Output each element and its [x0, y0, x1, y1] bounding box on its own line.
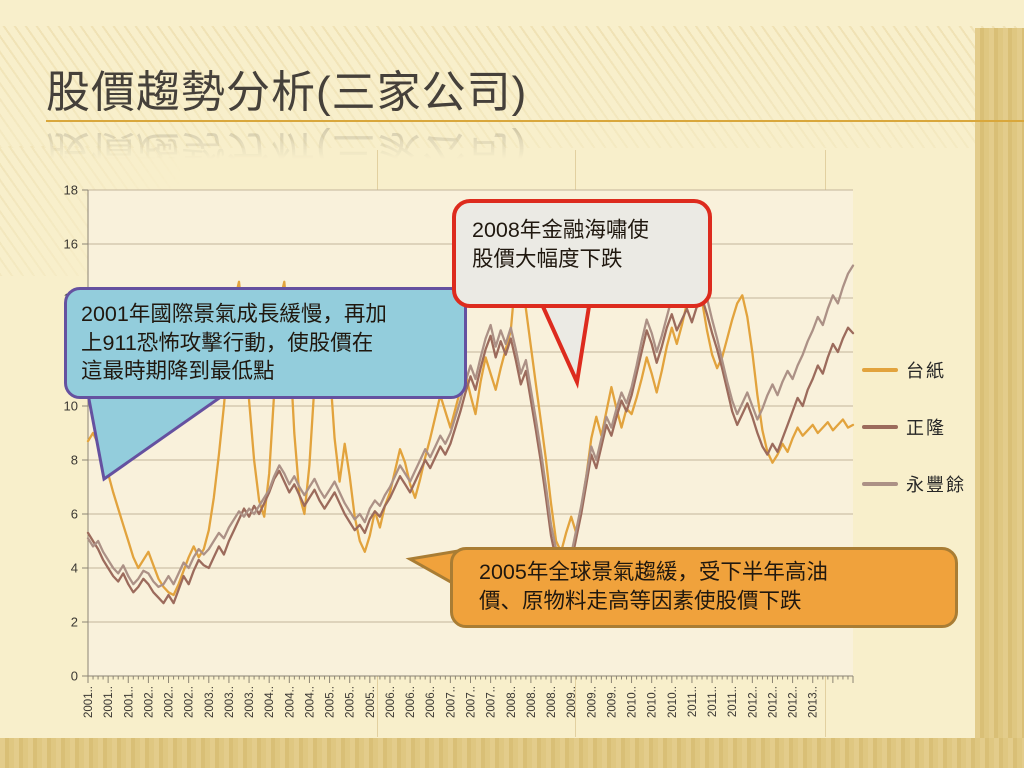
x-tick-label: 2012.. [747, 686, 759, 718]
legend-line-swatch [862, 368, 898, 372]
x-tick-label: 2007.. [486, 686, 498, 718]
series-line-台紙 [86, 261, 855, 597]
title-underline [46, 120, 1024, 122]
x-tick-label: 2001.. [103, 686, 115, 718]
x-tick-label: 2011.. [727, 686, 739, 717]
x-tick-label: 2001.. [123, 686, 135, 718]
legend-line-swatch [862, 425, 898, 429]
x-tick-label: 2010.. [667, 686, 679, 718]
y-tick-label: 6 [71, 507, 78, 522]
x-tick-label: 2011.. [687, 686, 699, 717]
x-tick-label: 2004.. [304, 686, 316, 718]
x-tick-label: 2008.. [506, 686, 518, 718]
x-tick-label: 2005.. [365, 686, 377, 718]
page-title: 股價趨勢分析(三家公司) [46, 68, 528, 117]
x-tick-label: 2002.. [143, 686, 155, 718]
chart-legend: 台紙 正隆 永豐餘 [862, 357, 966, 528]
x-tick-label: 2006.. [405, 686, 417, 718]
legend-label: 台紙 [906, 361, 946, 381]
x-tick-label: 2003.. [224, 686, 236, 718]
x-tick-label: 2013.. [808, 686, 820, 718]
y-tick-label: 0 [71, 669, 78, 684]
callout-2005: 2005年全球景氣趨緩，受下半年高油 價、原物料走高等因素使股價下跌 [450, 547, 958, 628]
x-tick-label: 2003.. [204, 686, 216, 718]
y-tick-label: 8 [71, 453, 78, 468]
x-tick-label: 2007.. [445, 686, 457, 718]
x-tick-label: 2007.. [466, 686, 478, 718]
legend-item: 台紙 [862, 357, 966, 383]
callout-2008-tail [536, 298, 593, 389]
diagonal-stripe-texture [0, 26, 1024, 148]
y-tick-label: 10 [64, 399, 78, 414]
y-tick-label: 18 [64, 183, 78, 198]
x-tick-label: 2009.. [586, 686, 598, 718]
callout-2001: 2001年國際景氣成長緩慢，再加 上911恐怖攻擊行動，使股價在 這最時期降到最… [64, 287, 467, 399]
x-tick-label: 2009.. [566, 686, 578, 718]
right-stripe-band [975, 28, 1024, 768]
x-tick-label: 2002.. [164, 686, 176, 718]
x-tick-label: 2002.. [184, 686, 196, 718]
x-tick-label: 2009.. [606, 686, 618, 718]
x-tick-label: 2011.. [707, 686, 719, 717]
x-tick-label: 2005.. [345, 686, 357, 718]
x-tick-label: 2008.. [526, 686, 538, 718]
x-tick-label: 2008.. [546, 686, 558, 718]
x-tick-label: 2012.. [788, 686, 800, 718]
legend-item: 正隆 [862, 414, 966, 440]
legend-item: 永豐餘 [862, 471, 966, 497]
legend-line-swatch [862, 482, 898, 486]
legend-label: 永豐餘 [906, 475, 966, 495]
x-tick-label: 2004.. [284, 686, 296, 718]
x-tick-label: 2004.. [264, 686, 276, 718]
y-tick-label: 16 [64, 237, 78, 252]
x-tick-label: 2012.. [767, 686, 779, 718]
x-tick-label: 2005.. [325, 686, 337, 718]
legend-label: 正隆 [906, 418, 946, 438]
callout-2001-tail [86, 392, 230, 482]
y-tick-label: 2 [71, 615, 78, 630]
x-tick-label: 2010.. [647, 686, 659, 718]
x-tick-label: 2006.. [425, 686, 437, 718]
x-tick-label: 2003.. [244, 686, 256, 718]
x-tick-label: 2006.. [385, 686, 397, 718]
series-line-正隆 [86, 296, 855, 605]
bottom-stripe-band [0, 738, 1024, 768]
series-line-永豐餘 [86, 264, 855, 589]
y-tick-label: 4 [71, 561, 78, 576]
callout-2008: 2008年金融海嘯使 股價大幅度下跌 [452, 199, 712, 308]
x-tick-label: 2010.. [627, 686, 639, 718]
x-tick-label: 2001.. [83, 686, 95, 718]
